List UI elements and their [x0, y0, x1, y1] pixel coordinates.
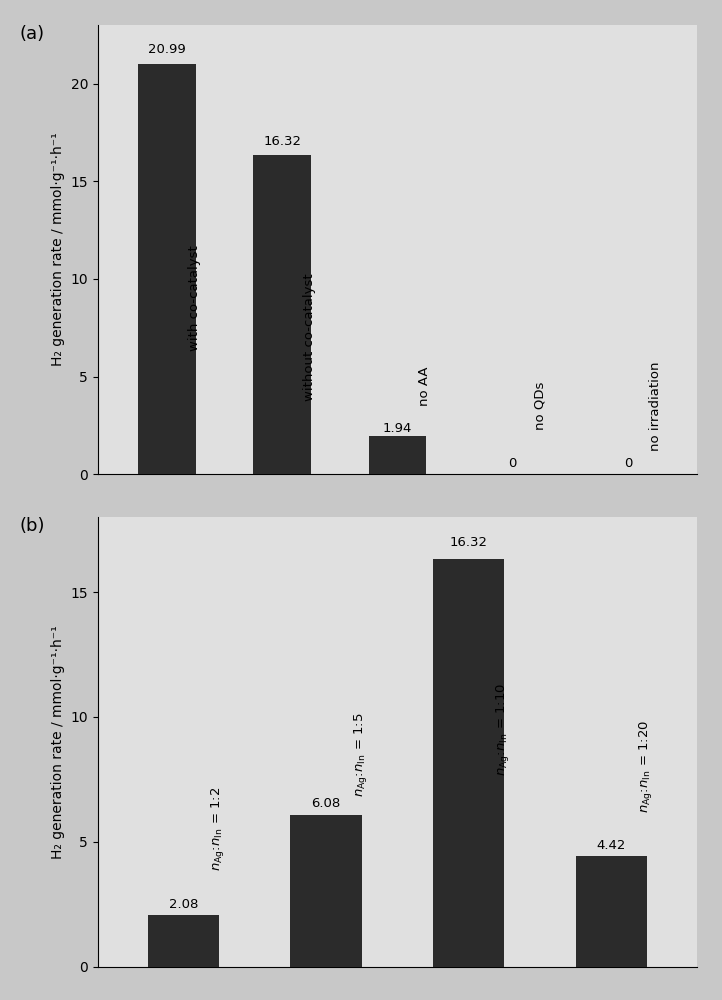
Bar: [575, 856, 647, 967]
Text: with co-catalyst: with co-catalyst: [188, 246, 201, 351]
Bar: [368, 436, 426, 474]
Text: 16.32: 16.32: [263, 135, 301, 148]
Bar: [253, 155, 311, 474]
Bar: [148, 915, 219, 967]
Text: 16.32: 16.32: [450, 536, 488, 549]
Text: 6.08: 6.08: [311, 797, 341, 810]
Text: 20.99: 20.99: [148, 43, 186, 56]
Text: $n_{\mathregular{Ag}}$:$n_{\mathregular{In}}$ = 1:20: $n_{\mathregular{Ag}}$:$n_{\mathregular{…: [637, 720, 654, 813]
Bar: [138, 64, 196, 474]
Text: 2.08: 2.08: [169, 898, 198, 911]
Text: no QDs: no QDs: [534, 382, 547, 430]
Text: 4.42: 4.42: [596, 839, 626, 852]
Y-axis label: H₂ generation rate / mmol·g⁻¹·h⁻¹: H₂ generation rate / mmol·g⁻¹·h⁻¹: [51, 133, 65, 366]
Text: 0: 0: [624, 457, 632, 470]
Y-axis label: H₂ generation rate / mmol·g⁻¹·h⁻¹: H₂ generation rate / mmol·g⁻¹·h⁻¹: [51, 625, 65, 859]
Text: (b): (b): [19, 517, 45, 535]
Text: $n_{\mathregular{Ag}}$:$n_{\mathregular{In}}$ = 1:10: $n_{\mathregular{Ag}}$:$n_{\mathregular{…: [495, 683, 511, 776]
Text: $n_{\mathregular{Ag}}$:$n_{\mathregular{In}}$ = 1:2: $n_{\mathregular{Ag}}$:$n_{\mathregular{…: [209, 787, 226, 871]
Text: (a): (a): [19, 25, 45, 43]
Text: no AA: no AA: [418, 367, 431, 406]
Text: $n_{\mathregular{Ag}}$:$n_{\mathregular{In}}$ = 1:5: $n_{\mathregular{Ag}}$:$n_{\mathregular{…: [352, 712, 369, 797]
Text: no irradiation: no irradiation: [648, 361, 661, 451]
Bar: [433, 559, 505, 967]
Bar: [290, 815, 362, 967]
Text: 1.94: 1.94: [383, 422, 412, 435]
Text: 0: 0: [508, 457, 517, 470]
Text: without co-catalyst: without co-catalyst: [303, 274, 316, 401]
